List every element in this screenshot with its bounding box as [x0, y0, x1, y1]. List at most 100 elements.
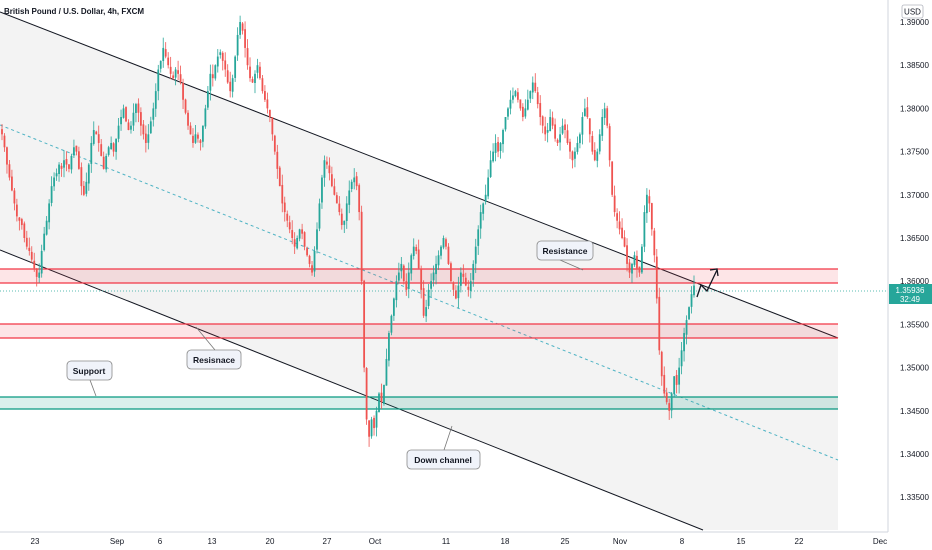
candle-down: [303, 232, 306, 247]
candle-up: [474, 246, 477, 264]
candle-up: [680, 350, 683, 367]
candle-down: [308, 255, 311, 264]
candle-up: [53, 177, 55, 187]
candle-down: [244, 29, 246, 48]
candle-down: [8, 164, 11, 178]
candle-down: [368, 420, 370, 437]
candle-up: [432, 272, 435, 281]
candle-up: [135, 104, 137, 113]
candle-up: [512, 95, 514, 100]
candle-up: [390, 315, 393, 333]
callout-down-channel-label: Down channel: [414, 455, 472, 465]
candle-down: [447, 246, 450, 264]
candle-up: [546, 130, 549, 133]
candle-down: [663, 374, 666, 394]
y-tick-label: 1.36500: [900, 234, 929, 243]
candle-up: [214, 65, 217, 79]
candle-down: [142, 124, 145, 135]
candle-up: [40, 250, 43, 274]
candle-up: [561, 125, 564, 134]
candle-down: [276, 151, 279, 169]
candle-down: [569, 141, 571, 152]
candle-down: [3, 135, 6, 148]
callout-support-label: Support: [73, 366, 106, 376]
candle-up: [596, 151, 599, 161]
candle-down: [20, 219, 23, 226]
candle-up: [216, 56, 219, 67]
candle-up: [631, 263, 633, 274]
candle-down: [226, 70, 229, 83]
candle-down: [187, 112, 189, 126]
x-tick-label: 20: [266, 537, 275, 546]
candle-down: [606, 108, 609, 126]
candle-down: [462, 273, 465, 277]
candle-up: [425, 307, 428, 317]
candle-up: [90, 142, 93, 164]
candle-down: [11, 176, 13, 191]
candle-down: [586, 107, 589, 118]
callout-resistance: Resistance: [536, 240, 594, 271]
y-tick-label: 1.36000: [900, 277, 929, 286]
candle-up: [348, 190, 351, 205]
candle-down: [249, 66, 251, 79]
x-tick-label: Sep: [110, 537, 125, 546]
candle-down: [137, 103, 140, 113]
candle-up: [345, 203, 348, 221]
candle-down: [25, 237, 28, 247]
candle-up: [487, 177, 490, 197]
candle-down: [82, 185, 85, 195]
candle-down: [365, 368, 368, 420]
callout-resisnace-label: Resisnace: [193, 355, 235, 365]
price-tag: [889, 284, 932, 304]
candle-down: [402, 265, 405, 282]
candle-up: [152, 108, 155, 120]
candle-up: [70, 155, 73, 170]
candle-down: [360, 211, 363, 282]
candle-down: [288, 222, 291, 230]
candle-up: [219, 52, 222, 55]
candle-down: [593, 150, 596, 161]
candle-up: [120, 117, 122, 125]
candle-up: [130, 125, 132, 130]
candle-down: [355, 176, 358, 187]
candle-up: [524, 108, 527, 117]
candle-up: [92, 130, 95, 144]
candle-up: [48, 203, 51, 223]
callout-support: Support: [66, 360, 113, 397]
candle-up: [107, 147, 110, 155]
candle-up: [427, 289, 430, 307]
candle-down: [611, 161, 614, 195]
candle-up: [397, 272, 400, 281]
candle-up: [395, 281, 398, 301]
candle-up: [459, 272, 462, 286]
candles-group: [1, 15, 695, 447]
x-tick-label: 22: [795, 537, 804, 546]
candle-down: [521, 106, 524, 118]
candle-down: [199, 140, 202, 143]
candle-down: [264, 91, 266, 100]
candle-up: [209, 73, 212, 91]
candle-down: [125, 107, 127, 122]
candle-up: [442, 238, 445, 248]
candle-up: [206, 91, 209, 108]
resistance-zone-lower: [0, 324, 838, 338]
y-tick-label: 1.34000: [900, 450, 929, 459]
candle-down: [266, 99, 269, 109]
candle-up: [234, 56, 237, 78]
price-tag-countdown: 32:49: [900, 295, 921, 304]
candle-up: [579, 134, 581, 144]
candle-down: [172, 75, 175, 79]
candle-up: [149, 121, 152, 134]
candle-down: [77, 151, 80, 169]
candle-up: [353, 177, 356, 183]
x-tick-label: Oct: [369, 537, 382, 546]
candle-down: [497, 141, 499, 152]
candle-up: [469, 281, 472, 291]
candle-down: [452, 282, 455, 290]
candle-up: [531, 82, 534, 93]
candle-up: [410, 255, 413, 274]
candle-down: [464, 277, 467, 286]
projection-arrowhead: [709, 268, 719, 277]
candle-up: [254, 73, 256, 83]
candle-up: [159, 60, 162, 69]
